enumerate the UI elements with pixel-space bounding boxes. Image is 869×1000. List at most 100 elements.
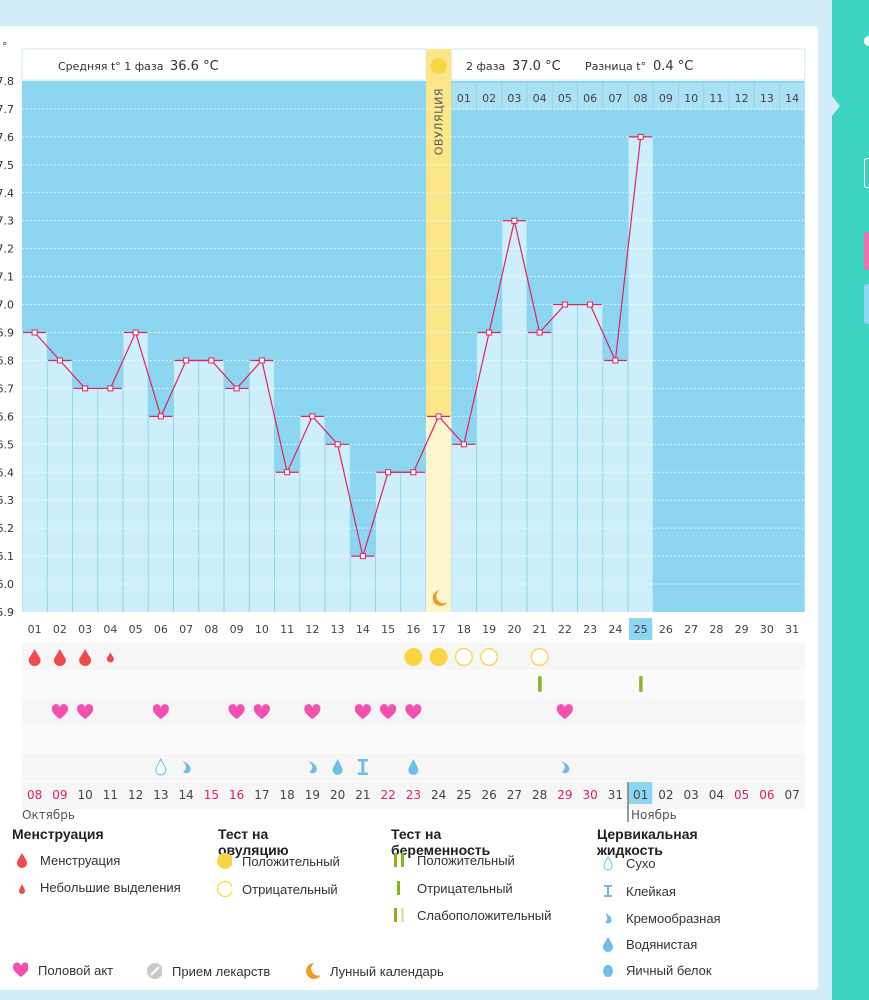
- cycle-day-label: 31: [785, 623, 799, 636]
- calendar-date-label: 23: [406, 788, 421, 802]
- right-sidebar: [832, 0, 869, 1000]
- cycle-day-label: 07: [179, 623, 193, 636]
- legend-label: Положительный: [242, 853, 340, 869]
- degree-symbol: °: [2, 40, 8, 53]
- temperature-bar: [300, 416, 325, 612]
- phase2-day-cell: [578, 83, 603, 110]
- blood-drop-icon: [14, 852, 30, 868]
- temperature-point: [536, 329, 543, 336]
- temperature-bar: [224, 388, 249, 612]
- negative-ovulation-test-icon: [530, 648, 549, 666]
- temperature-bar: [477, 332, 502, 612]
- temperature-bar: [603, 360, 628, 612]
- marker-row: [22, 726, 805, 754]
- sidebar-blue-button[interactable]: [864, 284, 869, 324]
- heart-icon: [253, 704, 270, 719]
- watery-drop-icon: [332, 759, 343, 775]
- phase2-day-label: 03: [507, 92, 521, 105]
- calendar-date-label: 21: [355, 788, 370, 802]
- temperature-bar: [174, 360, 199, 612]
- creamy-drop-icon: [308, 761, 317, 774]
- legend-label: Сухо: [626, 855, 656, 871]
- legend-label: Положительный: [417, 852, 515, 868]
- cycle-day-label: 02: [53, 623, 67, 636]
- temperature-point: [587, 301, 594, 308]
- cycle-day-label: 03: [78, 623, 92, 636]
- cycle-day-label: 09: [230, 623, 244, 636]
- cycle-day-label: 12: [305, 623, 319, 636]
- calendar-date-label: 07: [784, 788, 799, 802]
- legend-item: Небольшие выделения: [14, 880, 181, 895]
- legend-label: Менструация: [40, 852, 121, 868]
- temperature-bar: [325, 444, 350, 612]
- heart-icon: [12, 962, 28, 978]
- temperature-point: [258, 357, 265, 364]
- positive-ovulation-test-icon: [404, 648, 423, 666]
- y-tick-label: 36.6: [0, 410, 14, 423]
- phase2-day-label: 14: [785, 92, 799, 105]
- diff-label: Разница t°: [585, 60, 646, 73]
- temperature-point: [56, 357, 63, 364]
- temperature-bar: [426, 416, 452, 612]
- y-tick-label: 36.5: [0, 438, 14, 451]
- phase2-day-label: 05: [558, 92, 572, 105]
- today-highlight: [629, 782, 653, 804]
- calendar-date-label: 30: [582, 788, 597, 802]
- heart-icon: [51, 704, 68, 719]
- calendar-date-label: 03: [683, 788, 698, 802]
- cycle-day-label: 13: [331, 623, 345, 636]
- cycle-day-label: 30: [760, 623, 774, 636]
- legend-label: Яичный белок: [626, 962, 712, 978]
- cycle-day-label: 20: [507, 623, 521, 636]
- calendar-date-label: 24: [431, 788, 446, 802]
- cycle-day-label: 27: [684, 623, 698, 636]
- moon-icon: [432, 590, 448, 606]
- cycle-day-label: 28: [709, 623, 723, 636]
- legend-item: Положительный: [391, 852, 515, 868]
- phase2-day-cell: [704, 83, 729, 110]
- legend-item: Положительный: [216, 852, 340, 870]
- month-label: Ноябрь: [631, 808, 677, 822]
- y-tick-label: 37.7: [0, 103, 14, 116]
- phase2-day-label: 04: [533, 92, 547, 105]
- negative-circle-icon: [216, 880, 232, 898]
- faint-line-icon: [391, 907, 407, 923]
- calendar-date-label: 06: [759, 788, 774, 802]
- egg-white-icon: [600, 962, 616, 978]
- legend-item: Яичный белок: [600, 962, 712, 978]
- cycle-day-label: 29: [735, 623, 749, 636]
- phase2-day-cell: [552, 83, 577, 110]
- phase2-value: 37.0 °C: [512, 59, 561, 74]
- temperature-point: [385, 469, 392, 476]
- calendar-date-label: 31: [608, 788, 623, 802]
- temperature-bar: [47, 360, 72, 612]
- temperature-point: [157, 413, 164, 420]
- cycle-day-label: 15: [381, 623, 395, 636]
- sidebar-pink-button[interactable]: [864, 232, 869, 270]
- sun-icon: [430, 58, 447, 74]
- calendar-date-label: 22: [380, 788, 395, 802]
- phase1-label: Средняя t° 1 фаза: [58, 60, 164, 73]
- sidebar-button[interactable]: [864, 158, 869, 188]
- y-tick-label: 37.3: [0, 215, 14, 228]
- double-line-icon: [391, 852, 407, 868]
- y-tick-label: 36.3: [0, 494, 14, 507]
- y-tick-label: 37.2: [0, 243, 14, 256]
- calendar-date-label: 29: [557, 788, 572, 802]
- small-drop-icon: [14, 881, 30, 895]
- phase2-day-label: 07: [608, 92, 622, 105]
- calendar-date-label: 20: [330, 788, 345, 802]
- pill-icon: [146, 962, 162, 980]
- cycle-day-label: 21: [533, 623, 547, 636]
- negative-ovulation-test-icon: [480, 648, 499, 666]
- cycle-day-label: 05: [129, 623, 143, 636]
- cycle-day-label: 06: [154, 623, 168, 636]
- calendar-date-label: 11: [103, 788, 118, 802]
- temperature-point: [183, 357, 190, 364]
- phase2-header: [450, 48, 806, 81]
- legend-item: Половой акт: [12, 962, 113, 978]
- temperature-bar: [199, 360, 224, 612]
- phase2-day-cell: [628, 83, 653, 110]
- cycle-day-label: 14: [356, 623, 370, 636]
- marker-row: [22, 670, 805, 698]
